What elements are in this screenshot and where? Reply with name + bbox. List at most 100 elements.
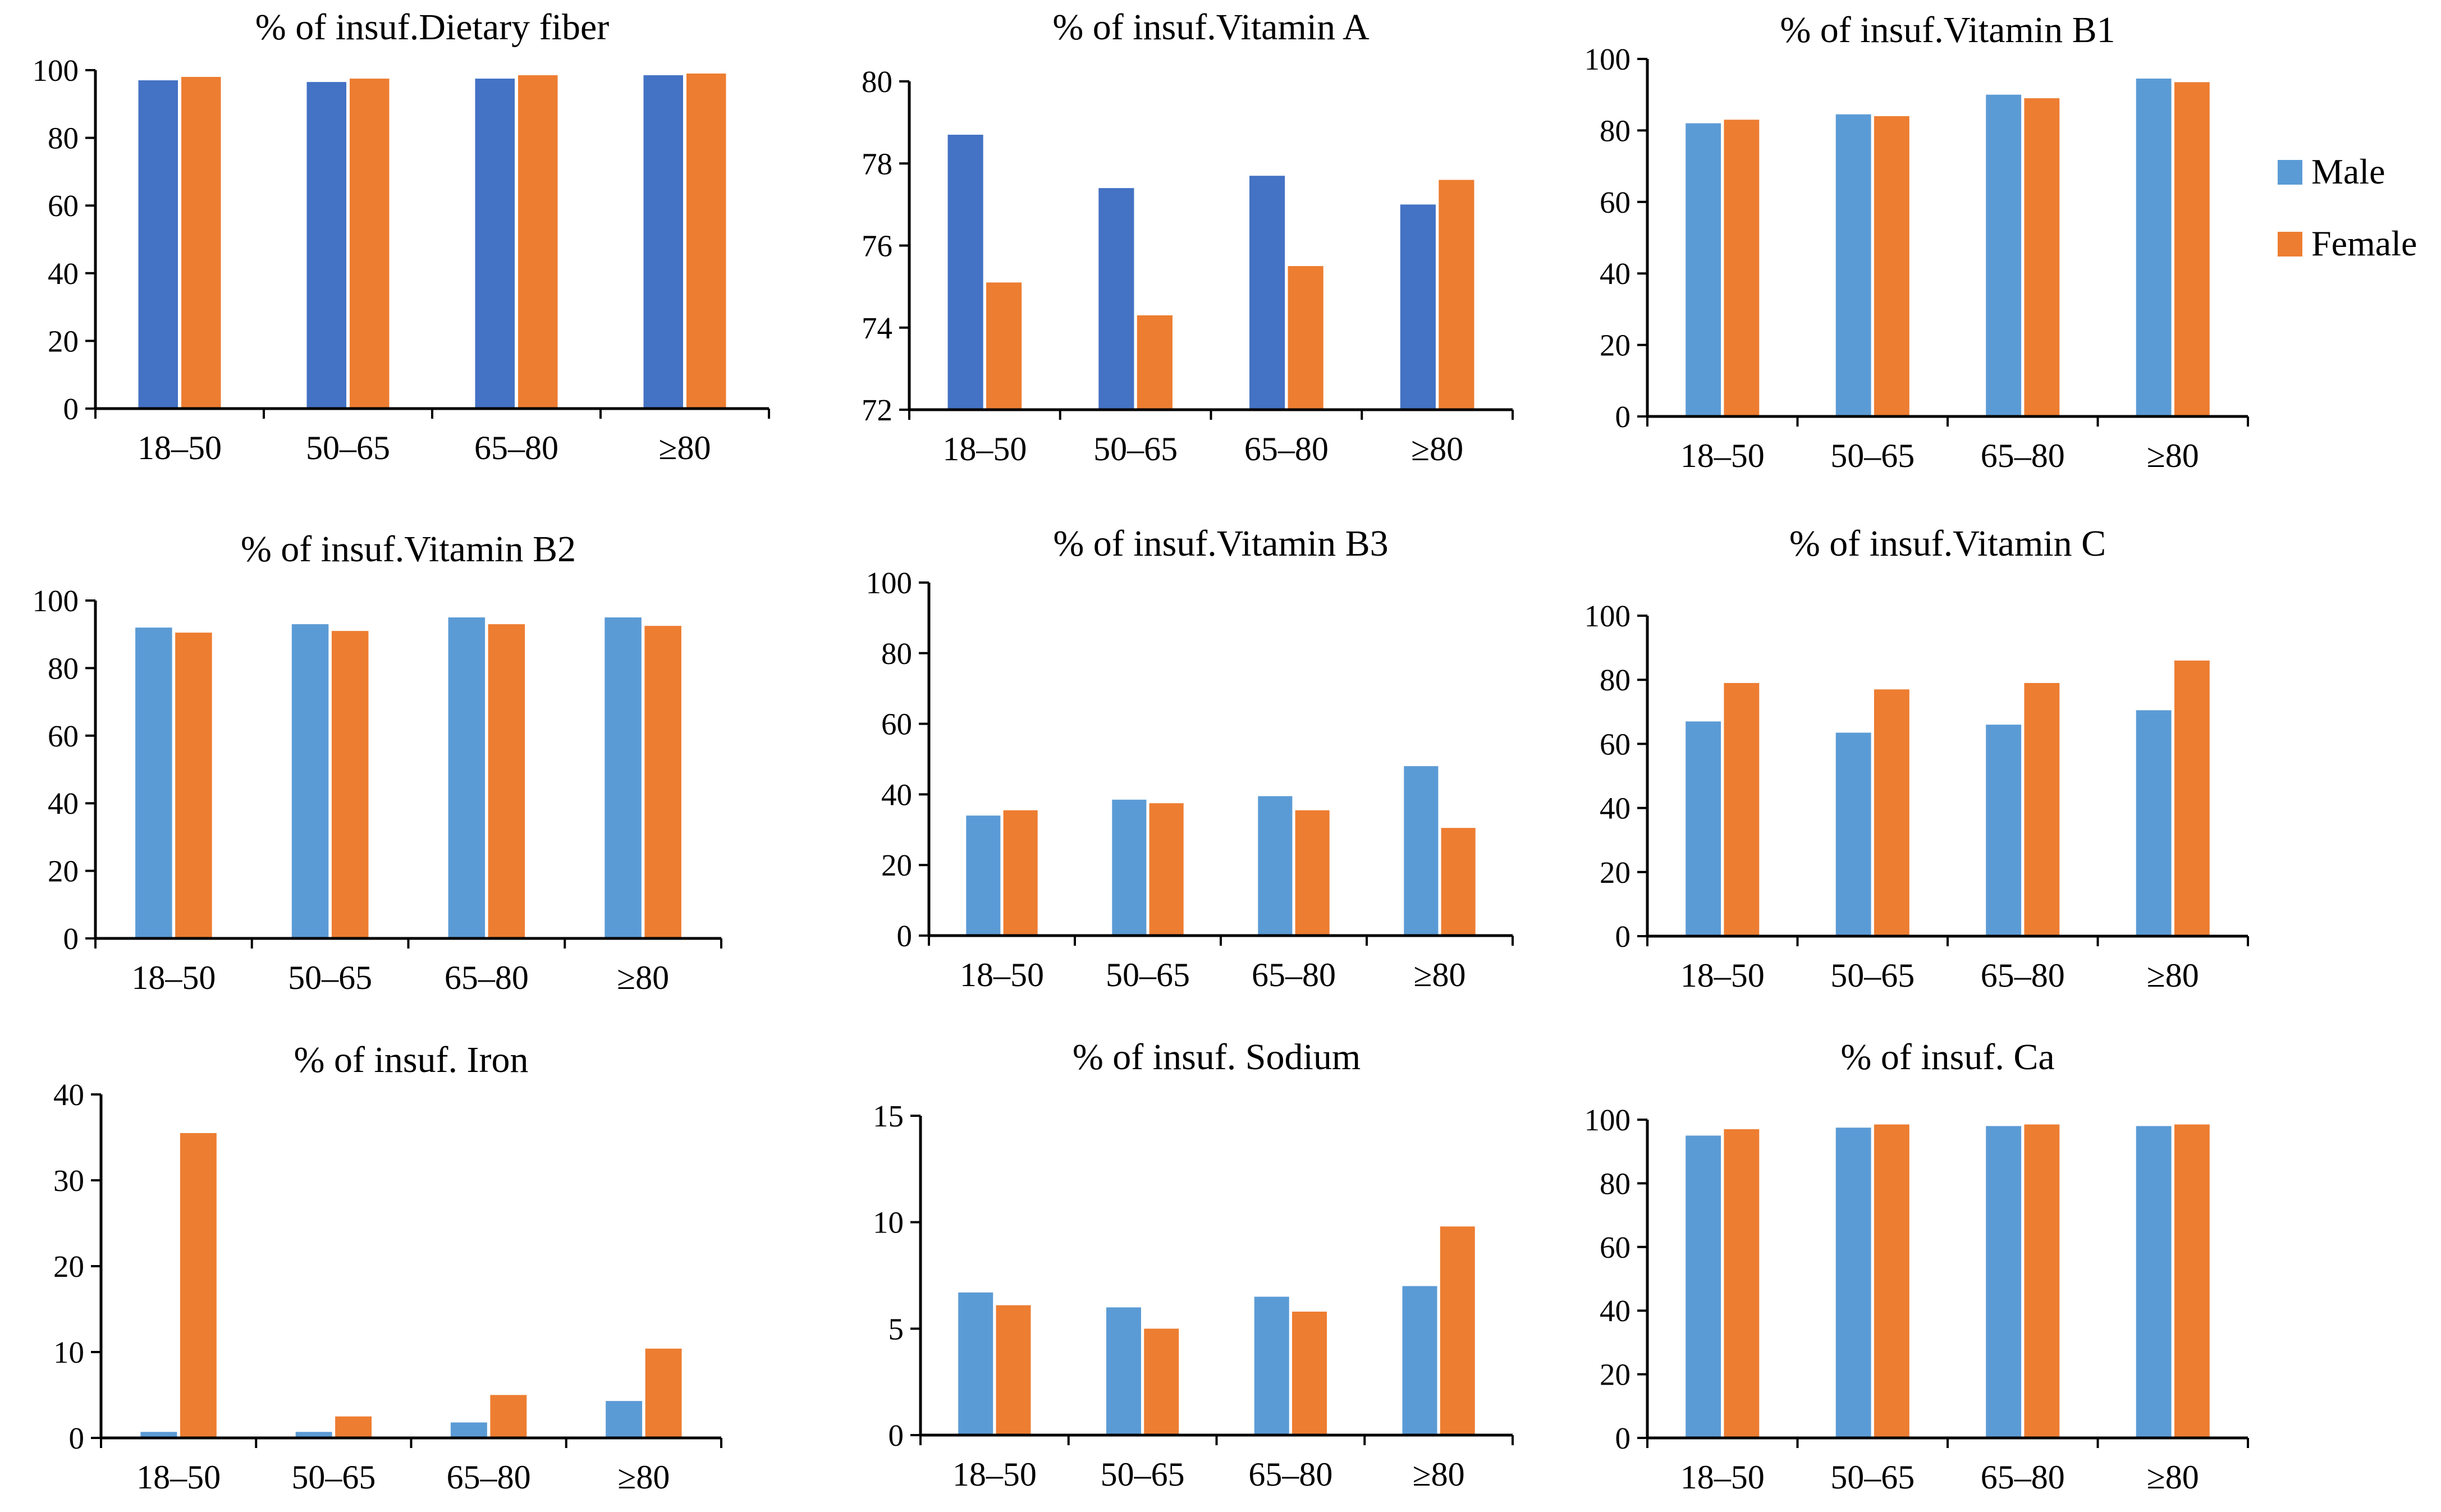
y-tick-label: 60 bbox=[881, 707, 912, 741]
bar-female-2 bbox=[1874, 1124, 1909, 1438]
x-tick-label: 50–65 bbox=[1101, 1456, 1185, 1493]
y-tick-label: 100 bbox=[1584, 599, 1631, 633]
x-tick-label: 18–50 bbox=[1680, 437, 1765, 474]
x-tick-label: 65–80 bbox=[1252, 956, 1336, 993]
x-tick-label: 65–80 bbox=[1981, 437, 2065, 474]
chart-title: % of insuf. Iron bbox=[294, 1039, 529, 1080]
legend-swatch-female bbox=[2278, 232, 2302, 256]
bar-male-1 bbox=[947, 135, 983, 410]
bar-female-1 bbox=[1003, 810, 1038, 936]
y-tick-label: 0 bbox=[1615, 400, 1631, 434]
bar-male-1 bbox=[958, 1292, 993, 1435]
bar-male-3 bbox=[1254, 1296, 1289, 1435]
y-tick-label: 40 bbox=[48, 786, 79, 821]
bar-female-1 bbox=[1724, 120, 1760, 417]
x-tick-label: 50–65 bbox=[1830, 437, 1915, 474]
bar-male-2 bbox=[1835, 732, 1871, 936]
y-tick-label: 40 bbox=[1600, 256, 1631, 291]
x-tick-label: ≥80 bbox=[2147, 1459, 2199, 1496]
x-tick-label: ≥80 bbox=[2147, 957, 2199, 994]
chart-title: % of insuf.Vitamin B3 bbox=[1053, 523, 1388, 564]
x-tick-label: 18–50 bbox=[1680, 1459, 1765, 1496]
bar-female-4 bbox=[644, 626, 681, 938]
y-tick-label: 78 bbox=[862, 146, 892, 181]
y-tick-label: 0 bbox=[897, 919, 913, 953]
y-tick-label: 80 bbox=[1600, 1166, 1631, 1201]
bar-male-3 bbox=[1986, 1126, 2022, 1438]
bar-female-2 bbox=[1149, 803, 1184, 936]
chart-panel-9: % of insuf. Ca 0 20 40 60 80 100 18–50 50–65 65–8… bbox=[1584, 1037, 2249, 1496]
x-tick-label: 18–50 bbox=[942, 430, 1027, 468]
bar-male-4 bbox=[643, 75, 683, 409]
x-tick-label: 65–80 bbox=[445, 959, 529, 996]
y-tick-label: 30 bbox=[53, 1163, 84, 1198]
bar-male-3 bbox=[1986, 725, 2022, 936]
bar-male-4 bbox=[2136, 710, 2172, 936]
y-tick-label: 60 bbox=[48, 719, 79, 753]
x-tick-label: 50–65 bbox=[291, 1459, 375, 1496]
y-tick-label: 20 bbox=[53, 1249, 84, 1284]
bar-female-3 bbox=[1292, 1311, 1327, 1435]
bar-male-4 bbox=[2136, 79, 2172, 416]
bar-male-4 bbox=[1402, 1286, 1437, 1435]
bar-male-3 bbox=[1258, 796, 1293, 936]
y-tick-label: 80 bbox=[1600, 663, 1631, 697]
bar-male-4 bbox=[604, 617, 642, 938]
bar-female-4 bbox=[1441, 828, 1476, 936]
y-tick-label: 80 bbox=[48, 651, 79, 685]
legend-swatch-male bbox=[2278, 160, 2302, 185]
y-tick-label: 20 bbox=[1600, 855, 1631, 890]
bar-male-1 bbox=[966, 815, 1001, 936]
y-tick-label: 60 bbox=[1600, 1230, 1631, 1264]
y-tick-label: 80 bbox=[881, 636, 912, 671]
bar-female-2 bbox=[1874, 116, 1909, 417]
chart-panel-7: % of insuf. Iron 0 10 20 30 40 18–50 50–65 65–80… bbox=[53, 1039, 722, 1496]
chart-panel-4: % of insuf.Vitamin B2 0 20 40 60 80 100 18–50 50… bbox=[33, 529, 722, 996]
chart-title: % of insuf. Ca bbox=[1840, 1037, 2054, 1078]
chart-title: % of insuf.Dietary fiber bbox=[255, 7, 609, 48]
y-tick-label: 100 bbox=[33, 53, 79, 88]
legend-label-female: Female bbox=[2311, 223, 2417, 263]
bar-male-3 bbox=[450, 1422, 487, 1438]
bar-female-2 bbox=[1144, 1328, 1179, 1435]
bar-male-1 bbox=[1686, 721, 1721, 936]
bar-male-2 bbox=[306, 82, 346, 409]
y-tick-label: 0 bbox=[889, 1418, 904, 1453]
bar-female-3 bbox=[2024, 98, 2060, 416]
y-tick-label: 40 bbox=[48, 256, 79, 291]
y-tick-label: 20 bbox=[881, 848, 912, 882]
bar-female-1 bbox=[180, 1133, 217, 1438]
chart-panel-3: % of insuf.Vitamin B1 0 20 40 60 80 100 18–50 50… bbox=[1584, 10, 2249, 474]
bar-female-3 bbox=[488, 624, 525, 938]
chart-title: % of insuf.Vitamin B1 bbox=[1780, 10, 2115, 51]
bar-female-3 bbox=[2024, 682, 2060, 936]
bar-male-1 bbox=[140, 1432, 177, 1438]
chart-title: % of insuf.Vitamin C bbox=[1789, 523, 2106, 564]
y-tick-label: 60 bbox=[1600, 727, 1631, 761]
bar-female-4 bbox=[2174, 1124, 2210, 1438]
x-tick-label: 65–80 bbox=[1248, 1456, 1332, 1493]
bar-female-4 bbox=[2174, 82, 2210, 416]
chart-title: % of insuf. Sodium bbox=[1073, 1037, 1361, 1078]
bar-female-2 bbox=[335, 1416, 372, 1438]
x-tick-label: ≥80 bbox=[617, 1459, 670, 1496]
y-tick-label: 100 bbox=[33, 584, 79, 618]
x-tick-label: ≥80 bbox=[2147, 437, 2199, 474]
y-tick-label: 20 bbox=[1600, 1358, 1631, 1392]
y-tick-label: 80 bbox=[862, 65, 892, 99]
y-tick-label: 10 bbox=[873, 1206, 904, 1240]
y-tick-label: 40 bbox=[53, 1078, 84, 1112]
bar-male-4 bbox=[1404, 766, 1439, 936]
x-tick-label: 65–80 bbox=[447, 1459, 531, 1496]
bar-male-3 bbox=[448, 617, 486, 938]
y-tick-label: 20 bbox=[48, 854, 79, 888]
y-tick-label: 20 bbox=[48, 324, 79, 358]
x-tick-label: ≥80 bbox=[617, 959, 669, 996]
x-tick-label: 18–50 bbox=[960, 956, 1044, 993]
bar-female-4 bbox=[645, 1348, 682, 1438]
x-tick-label: 50–65 bbox=[1093, 430, 1178, 468]
bar-male-1 bbox=[138, 80, 178, 409]
y-tick-label: 15 bbox=[873, 1099, 904, 1133]
